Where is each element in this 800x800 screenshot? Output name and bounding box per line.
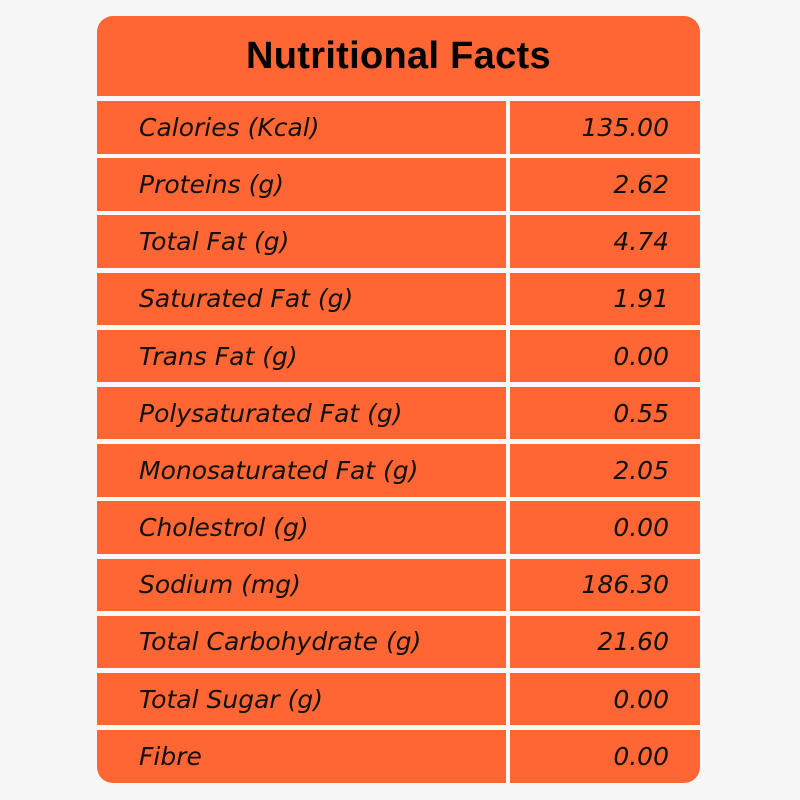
nutrient-value: 135.00: [510, 101, 700, 154]
table-row: Cholestrol (g) 0.00: [97, 501, 700, 554]
table-row: Total Carbohydrate (g) 21.60: [97, 615, 700, 669]
column-divider: [506, 730, 510, 783]
nutrient-label: Total Fat (g): [97, 215, 506, 268]
table-row: Proteins (g) 2.62: [97, 158, 700, 211]
column-divider: [506, 558, 510, 611]
nutrient-value: 0.00: [510, 329, 700, 383]
column-divider: [506, 329, 510, 383]
column-divider: [506, 101, 510, 154]
column-divider: [506, 444, 510, 497]
column-divider: [506, 272, 510, 326]
nutrient-label: Total Carbohydrate (g): [97, 615, 506, 669]
nutrient-value: 0.55: [510, 386, 700, 440]
column-divider: [506, 672, 510, 726]
table-row: Trans Fat (g) 0.00: [97, 329, 700, 383]
column-divider: [506, 501, 510, 554]
nutrient-label: Calories (Kcal): [97, 101, 506, 154]
column-divider: [506, 158, 510, 211]
nutrient-label: Saturated Fat (g): [97, 272, 506, 326]
nutrient-value: 186.30: [510, 558, 700, 611]
nutrition-facts-card: Nutritional Facts Calories (Kcal) 135.00…: [97, 16, 700, 784]
nutrition-table: Calories (Kcal) 135.00 Proteins (g) 2.62…: [97, 101, 700, 783]
nutrient-value: 4.74: [510, 215, 700, 268]
table-row: Sodium (mg) 186.30: [97, 558, 700, 611]
nutrient-value: 2.62: [510, 158, 700, 211]
nutrient-label: Proteins (g): [97, 158, 506, 211]
nutrient-value: 1.91: [510, 272, 700, 326]
nutrient-label: Polysaturated Fat (g): [97, 386, 506, 440]
page-title: Nutritional Facts: [246, 34, 551, 77]
nutrient-label: Fibre: [97, 730, 506, 783]
nutrient-value: 0.00: [510, 672, 700, 726]
nutrient-value: 21.60: [510, 615, 700, 669]
table-row: Polysaturated Fat (g) 0.55: [97, 386, 700, 440]
nutrient-value: 2.05: [510, 444, 700, 497]
column-divider: [506, 615, 510, 669]
table-row: Total Sugar (g) 0.00: [97, 672, 700, 726]
column-divider: [506, 386, 510, 440]
nutrient-value: 0.00: [510, 501, 700, 554]
nutrient-value: 0.00: [510, 730, 700, 783]
column-divider: [506, 215, 510, 268]
nutrient-label: Total Sugar (g): [97, 672, 506, 726]
table-row: Total Fat (g) 4.74: [97, 215, 700, 268]
table-row: Monosaturated Fat (g) 2.05: [97, 444, 700, 497]
table-row: Calories (Kcal) 135.00: [97, 101, 700, 154]
table-row: Fibre 0.00: [97, 730, 700, 783]
nutrient-label: Cholestrol (g): [97, 501, 506, 554]
nutrition-header: Nutritional Facts: [97, 16, 700, 96]
nutrient-label: Monosaturated Fat (g): [97, 444, 506, 497]
nutrient-label: Sodium (mg): [97, 558, 506, 611]
table-row: Saturated Fat (g) 1.91: [97, 272, 700, 326]
nutrient-label: Trans Fat (g): [97, 329, 506, 383]
